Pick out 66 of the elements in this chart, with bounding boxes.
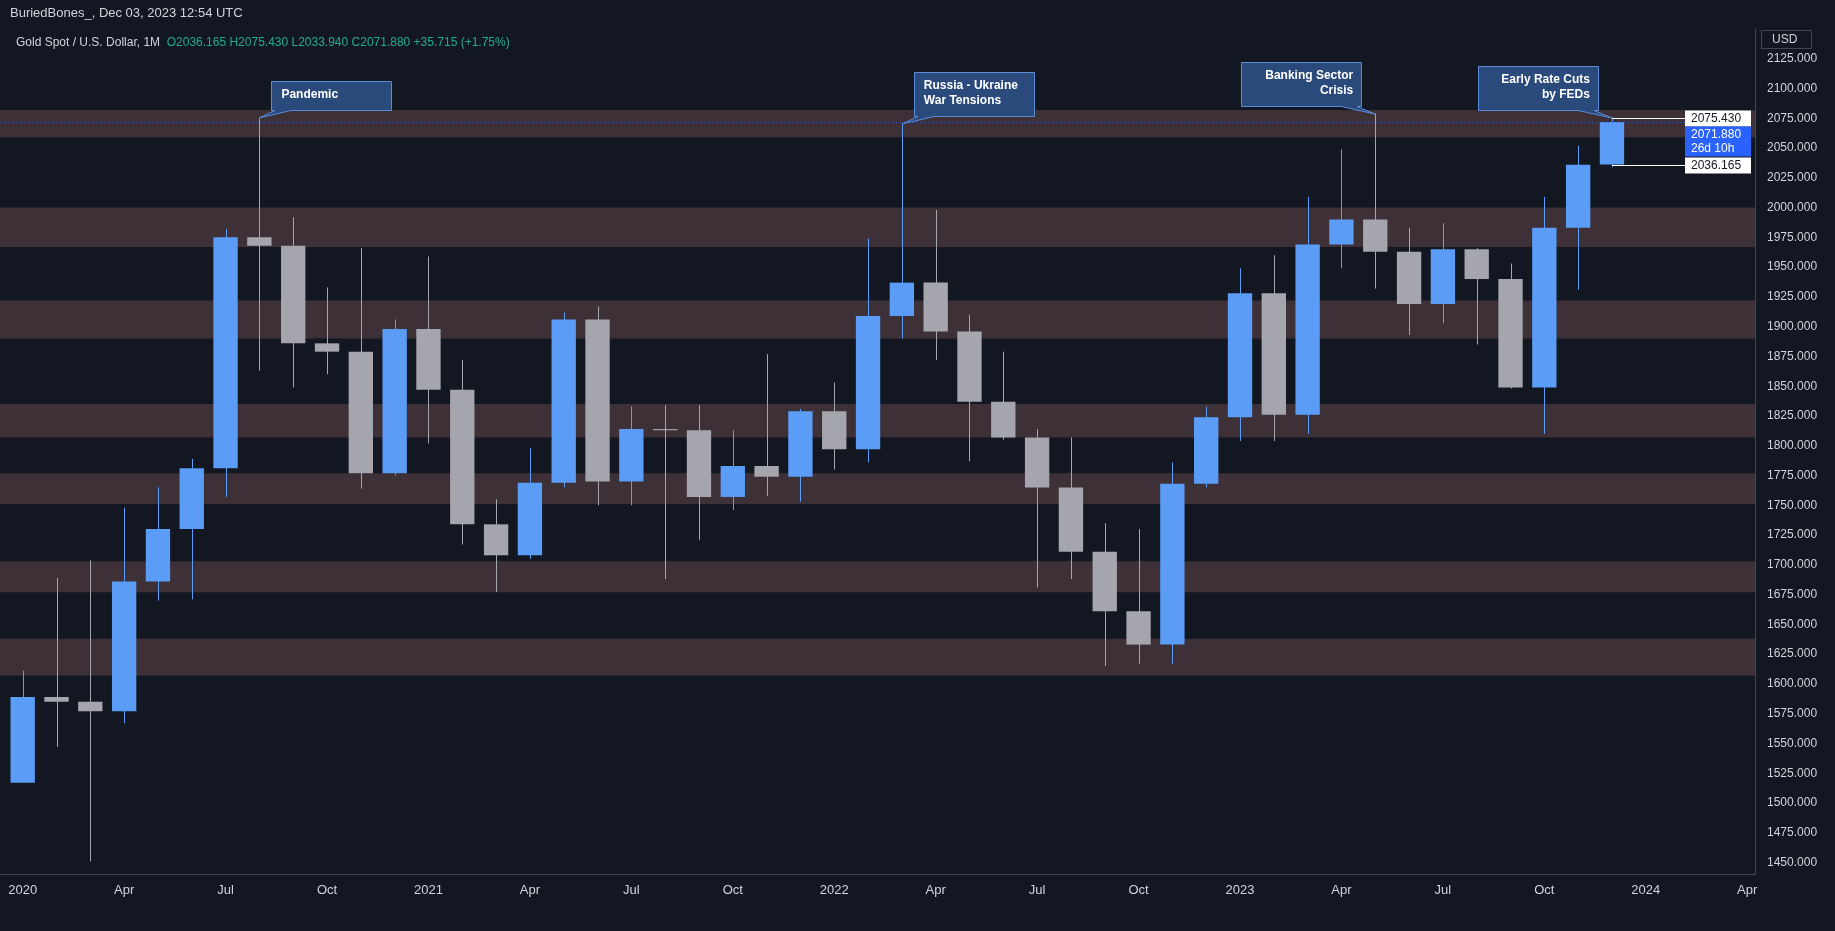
y-tick-label: 2025.000: [1767, 170, 1818, 185]
ref-line-label: 2075.430: [1691, 110, 1742, 125]
y-tick-label: 2100.000: [1767, 80, 1818, 95]
y-tick-label: 1900.000: [1767, 318, 1818, 333]
candlestick: [247, 117, 272, 372]
y-tick-label: 1725.000: [1767, 527, 1818, 542]
y-tick-label: 1700.000: [1767, 557, 1818, 572]
y-tick-label: 2075.000: [1767, 110, 1818, 125]
y-tick-label: 1575.000: [1767, 705, 1818, 720]
speech-bubble: Russia - Ukraine War Tensions: [900, 71, 1035, 126]
y-tick-label: 1875.000: [1767, 348, 1818, 363]
x-tick-label: Oct: [1534, 881, 1555, 897]
candlestick: [754, 353, 779, 497]
text: O2036.165 H2075.430 L2033.940 C2071.880 +35.715 (+1.75%): [166, 35, 510, 50]
y-tick-label: 1525.000: [1767, 765, 1818, 780]
x-tick-label: Jul: [217, 881, 234, 897]
y-tick-label: 1600.000: [1767, 676, 1818, 691]
y-tick-label: 1800.000: [1767, 438, 1818, 453]
candlestick: [78, 559, 103, 862]
speech-bubble: Banking Sector Crisis: [1240, 60, 1377, 115]
y-tick-label: 1850.000: [1767, 378, 1818, 393]
x-tick-label: Apr: [1737, 881, 1758, 897]
y-tick-label: 1550.000: [1767, 735, 1818, 750]
x-tick-label: Apr: [114, 881, 135, 897]
y-tick-label: 1950.000: [1767, 259, 1818, 274]
candlestick: [314, 286, 340, 375]
annotation: Early Rate Cuts by FEDs: [1501, 71, 1590, 102]
ref-line-label: 2036.165: [1691, 157, 1742, 172]
y-tick-label: 1925.000: [1767, 289, 1818, 304]
y-tick-label: 1775.000: [1767, 467, 1818, 482]
y-tick-label: 1625.000: [1767, 646, 1818, 661]
ref-line-label: 2071.880 26d 10h: [1691, 126, 1742, 155]
x-tick-label: Apr: [519, 881, 541, 897]
y-tick-label: 1975.000: [1767, 229, 1818, 244]
x-tick-label: 2023: [1225, 881, 1255, 897]
y-tick-label: 1500.000: [1767, 795, 1818, 810]
y-tick-label: 2050.000: [1767, 140, 1818, 155]
x-tick-label: 2021: [414, 881, 443, 897]
y-axis-title: USD: [1772, 32, 1798, 47]
x-tick-label: Apr: [1331, 881, 1353, 897]
x-tick-label: Oct: [1128, 881, 1150, 897]
candlestick: [44, 577, 69, 748]
y-tick-label: 1450.000: [1767, 854, 1818, 869]
y-tick-label: 1650.000: [1767, 616, 1818, 631]
y-tick-label: 1475.000: [1767, 825, 1818, 840]
x-tick-label: Jul: [1434, 881, 1452, 897]
y-tick-label: 1675.000: [1767, 586, 1818, 601]
x-tick-label: Oct: [722, 881, 744, 897]
speech-bubble: Pandemic: [258, 80, 393, 120]
x-tick-label: Apr: [925, 881, 947, 897]
annotation: Banking Sector Crisis: [1265, 67, 1354, 98]
x-tick-label: 2024: [1631, 881, 1661, 897]
annotation: Pandemic: [281, 87, 339, 103]
x-tick-label: Jul: [623, 881, 640, 897]
y-tick-label: 2000.000: [1767, 199, 1818, 214]
y-tick-label: 2125.000: [1767, 51, 1818, 66]
y-tick-label: 1825.000: [1767, 408, 1818, 423]
x-tick-label: 2022: [819, 881, 849, 897]
annotation: Russia - Ukraine War Tensions: [923, 78, 1018, 109]
text: Gold Spot / U.S. Dollar, 1M: [16, 35, 161, 50]
x-tick-label: Oct: [316, 881, 338, 897]
y-tick-label: 1750.000: [1767, 497, 1818, 512]
text: BuriedBones_, Dec 03, 2023 12:54 UTC: [10, 4, 243, 20]
x-tick-label: 2020: [8, 881, 38, 897]
speech-bubble: Early Rate Cuts by FEDs: [1476, 64, 1613, 119]
x-tick-label: Jul: [1028, 881, 1046, 897]
